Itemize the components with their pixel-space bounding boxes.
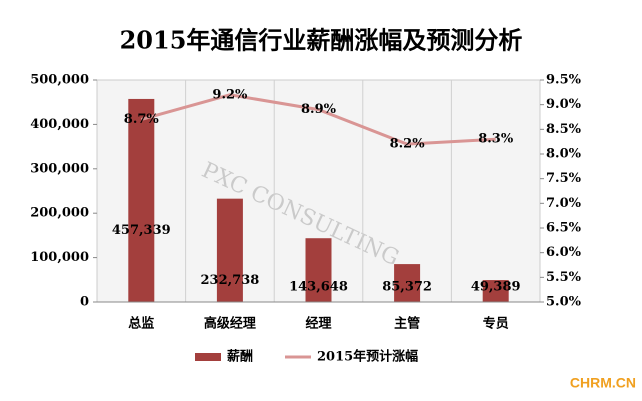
line — [140, 93, 496, 146]
y2-tick-label: 9.5% — [546, 73, 582, 88]
x-tick-label: 总监 — [128, 316, 154, 332]
y-tick-label: 400,000 — [30, 117, 89, 132]
x-tick-label: 专员 — [483, 316, 509, 332]
bar — [305, 238, 332, 302]
bar-value-label: 49,389 — [471, 280, 521, 295]
legend-label: 薪酬 — [227, 349, 253, 365]
y2-tick-label: 5.5% — [546, 270, 582, 285]
bar-value-label: 457,339 — [112, 223, 171, 238]
y-tick-label: 500,000 — [30, 73, 89, 88]
bar — [128, 98, 155, 302]
bar — [216, 198, 243, 302]
line-value-label: 8.3% — [478, 132, 514, 147]
y2-tick-label: 8.5% — [546, 122, 582, 137]
y2-tick-label: 6.5% — [546, 221, 582, 236]
line-value-label: 8.9% — [301, 102, 337, 117]
x-tick-label: 高级经理 — [204, 316, 256, 332]
x-tick-label: 经理 — [305, 316, 331, 332]
bar-value-label: 143,648 — [289, 280, 348, 295]
y2-tick-label: 6.0% — [546, 245, 582, 260]
bar — [394, 264, 421, 302]
y2-tick-label: 9.0% — [546, 97, 582, 112]
bar — [482, 280, 509, 302]
chart-title: 2015年通信行业薪酬涨幅及预测分析 — [120, 26, 523, 55]
y-tick-label: 200,000 — [30, 206, 89, 221]
bar-value-label: 232,738 — [200, 273, 259, 288]
y2-tick-label: 7.5% — [546, 171, 582, 186]
y2-tick-label: 7.0% — [546, 196, 582, 211]
brand: CHRM.CN — [570, 375, 636, 391]
line-value-label: 8.7% — [124, 112, 160, 127]
y-tick-label: 0 — [80, 295, 89, 310]
x-tick-label: 主管 — [394, 316, 420, 332]
y-tick-label: 100,000 — [30, 250, 89, 265]
y-tick-label: 300,000 — [30, 161, 89, 176]
legend-swatch — [195, 353, 221, 361]
line-value-label: 8.2% — [390, 137, 426, 152]
y2-tick-label: 5.0% — [546, 295, 582, 310]
line-value-label: 9.2% — [212, 87, 248, 102]
legend-label: 2015年预计涨幅 — [317, 349, 418, 365]
y2-tick-label: 8.0% — [546, 147, 582, 162]
bar-value-label: 85,372 — [382, 280, 432, 295]
